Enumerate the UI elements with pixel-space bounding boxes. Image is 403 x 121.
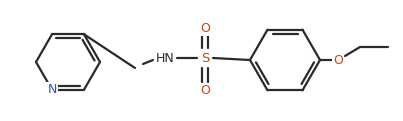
Text: S: S xyxy=(201,52,209,64)
Text: HN: HN xyxy=(156,52,174,64)
Text: N: N xyxy=(47,83,57,96)
Text: O: O xyxy=(333,53,343,67)
Text: O: O xyxy=(200,83,210,97)
Text: O: O xyxy=(200,22,210,34)
